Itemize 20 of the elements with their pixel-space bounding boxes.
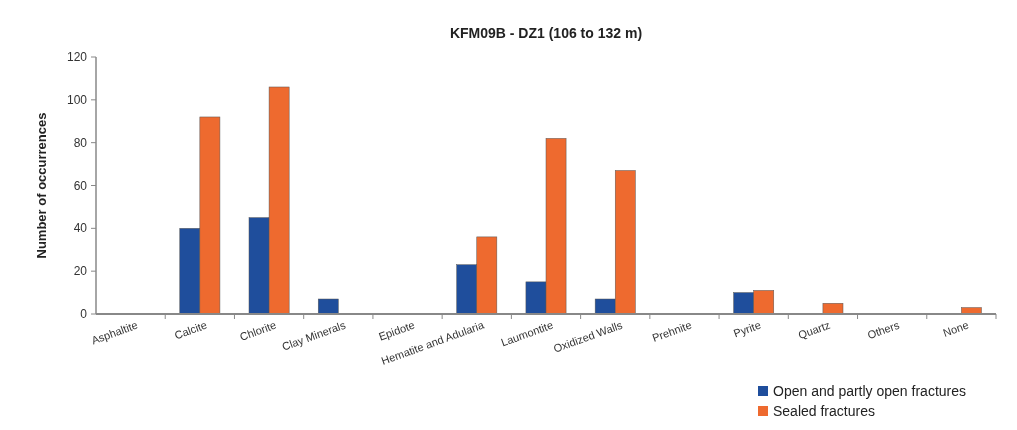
x-tick-label: Others [865, 318, 902, 342]
y-tick-label: 0 [80, 307, 88, 321]
y-tick-label: 120 [66, 50, 88, 64]
bar [317, 298, 339, 315]
y-tick-label: 20 [73, 264, 88, 279]
y-tick-label: 100 [66, 92, 88, 107]
x-tick-label: None [941, 318, 971, 339]
y-tick-label: 60 [73, 178, 88, 193]
x-tick-label: Chlorite [238, 318, 278, 343]
bar [822, 303, 844, 315]
chart-title: KFM09B - DZ1 (106 to 132 m) [449, 25, 643, 41]
x-tick-label: Calcite [172, 318, 209, 342]
legend-label: Sealed fractures [773, 403, 875, 419]
y-axis-title: Number of occurrences [34, 112, 49, 259]
x-tick-label: Pyrite [731, 318, 763, 340]
x-tick-label: Quartz [796, 318, 832, 342]
y-tick-label: 80 [73, 135, 88, 150]
legend-label: Open and partly open fractures [773, 383, 967, 399]
x-tick-label: Epidote [377, 318, 417, 343]
y-tick-label: 40 [73, 221, 88, 236]
